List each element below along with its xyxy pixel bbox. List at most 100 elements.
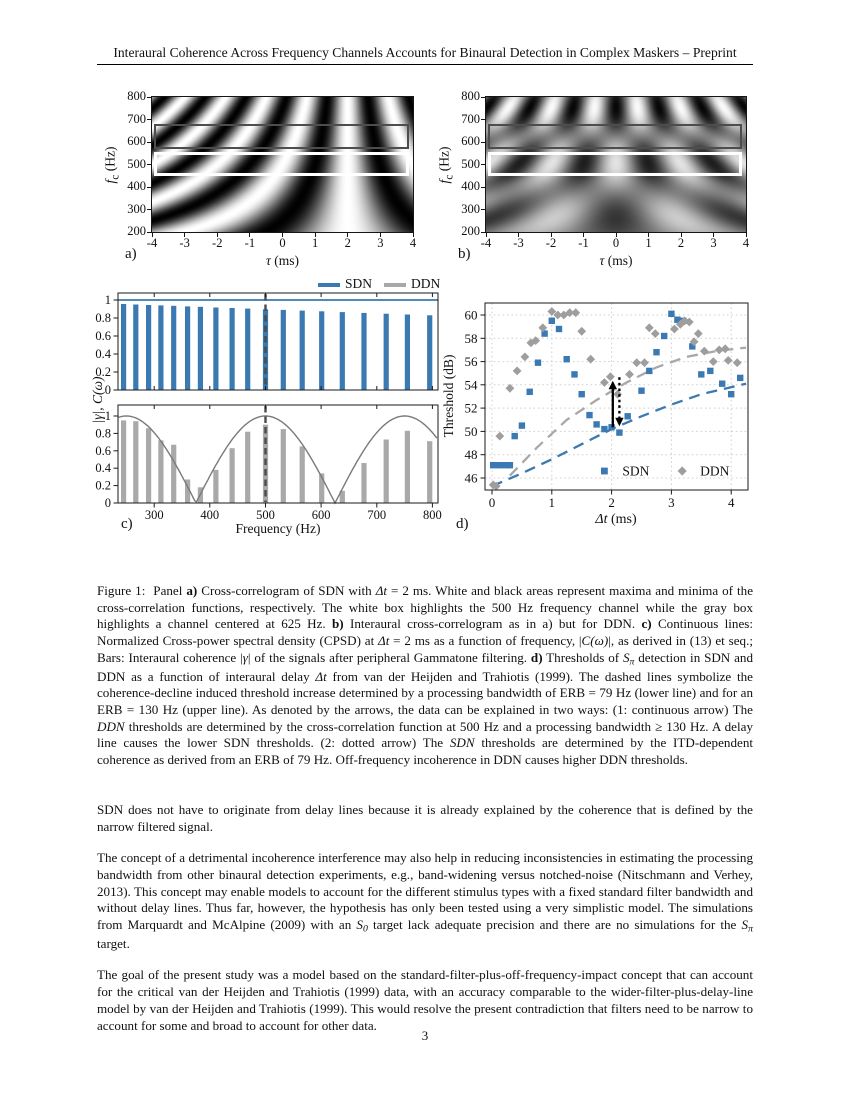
- y-tick-mark: [481, 96, 486, 98]
- figure-caption: Figure 1: Panel a) Cross-correlogram of …: [97, 583, 754, 768]
- svg-text:54: 54: [465, 377, 479, 392]
- solid-arrow-head: [608, 380, 617, 390]
- correlogram-axes-a: [151, 96, 414, 233]
- ddn-legend-label: DDN: [411, 276, 441, 291]
- x-tick-mark: [412, 232, 414, 237]
- svg-text:0.8: 0.8: [95, 426, 111, 440]
- x-tick-mark: [314, 232, 316, 237]
- y-tick-label: 300: [127, 201, 146, 216]
- figure-legend: SDN DDN: [318, 276, 440, 292]
- x-tick-label: 3: [377, 236, 384, 250]
- x-tick-label: -1: [578, 236, 589, 250]
- x-tick-mark: [379, 232, 381, 237]
- x-tick-label: 3: [710, 236, 717, 250]
- svg-text:400: 400: [200, 508, 219, 522]
- paragraph: The concept of a detrimental incoherence…: [97, 849, 753, 952]
- gray-highlight-box: [488, 124, 742, 149]
- gray-highlight-box: [154, 124, 409, 149]
- y-tick-mark: [147, 119, 152, 120]
- x-tick-label: -2: [545, 236, 557, 250]
- body-text: SDN does not have to originate from dela…: [97, 802, 753, 1049]
- sdn-legend-line: [318, 283, 340, 287]
- svg-text:0.4: 0.4: [95, 347, 111, 361]
- x-tick-label: 4: [742, 236, 750, 250]
- svg-text:0.2: 0.2: [95, 479, 111, 493]
- svg-text:0: 0: [489, 495, 496, 510]
- y-axis-label: fc (Hz): [102, 146, 122, 183]
- panel-c-x-ticks: 300 400 500 600 700 800: [145, 293, 442, 522]
- x-tick-label: -3: [179, 236, 190, 250]
- panel-c-y-axis-label: |γ|, C(ω): [90, 376, 105, 424]
- x-tick-label: 0: [279, 236, 286, 250]
- y-tick-label: 800: [127, 89, 146, 103]
- x-tick-label: 1: [645, 236, 652, 250]
- paper-title: Interaural Coherence Across Frequency Ch…: [113, 45, 737, 60]
- y-tick-mark: [481, 141, 486, 143]
- svg-text:600: 600: [312, 508, 331, 522]
- sdn-data-points: [490, 310, 744, 469]
- svg-text:800: 800: [423, 508, 442, 522]
- x-tick-label: -2: [212, 236, 223, 250]
- ddn-inplot-legend-marker: [677, 466, 687, 476]
- y-tick-label: 400: [127, 179, 146, 193]
- y-tick-label: 600: [127, 134, 146, 148]
- svg-text:0: 0: [105, 496, 111, 510]
- svg-text:3: 3: [668, 495, 675, 510]
- panel-c-y-ticks: 0 0 0.2 0.2 0.4 0.4 0.6 0.6 0.8 0.8 1 1: [95, 293, 118, 510]
- panel-letter-c: c): [121, 516, 133, 532]
- y-tick-mark: [147, 96, 152, 98]
- svg-text:58: 58: [465, 331, 478, 346]
- y-tick-label: 300: [461, 201, 480, 216]
- x-tick-label: 1: [312, 236, 319, 250]
- x-tick-label: -4: [146, 236, 158, 250]
- panel-c-coherence-chart: 300 400 500 600 700 800 0 0 0.2 0.2 0.4 0.4 0.6 0.6 0.…: [90, 292, 442, 536]
- svg-text:1: 1: [549, 495, 556, 510]
- page-number: 3: [421, 1028, 429, 1043]
- y-tick-label: 700: [127, 111, 146, 126]
- x-tick-label: -3: [513, 236, 524, 250]
- x-tick-mark: [745, 232, 747, 237]
- y-tick-label: 800: [461, 89, 480, 103]
- y-tick-mark: [481, 231, 486, 233]
- x-tick-mark: [347, 232, 349, 237]
- x-tick-mark: [550, 232, 552, 237]
- y-tick-mark: [147, 209, 152, 210]
- x-tick-label: 0: [612, 236, 620, 250]
- svg-text:1: 1: [105, 409, 111, 423]
- sdn-inplot-legend-marker: [601, 467, 608, 475]
- model-line-erb130: [509, 346, 747, 477]
- svg-text:300: 300: [145, 508, 164, 522]
- x-tick-label: -1: [244, 236, 256, 250]
- y-tick-mark: [481, 209, 486, 210]
- ddn-inplot-legend-label: DDN: [700, 464, 729, 479]
- x-tick-mark: [680, 232, 682, 237]
- white-highlight-box: [488, 152, 742, 176]
- x-tick-label: 2: [677, 236, 685, 250]
- panel-letter-d: d): [456, 516, 469, 532]
- svg-text:0.2: 0.2: [95, 365, 111, 379]
- svg-text:48: 48: [465, 447, 478, 462]
- x-tick-mark: [485, 232, 487, 237]
- x-axis-label: τ (ms): [266, 253, 299, 268]
- panel-d-y-axis-label: Threshold (dB): [441, 355, 456, 438]
- x-tick-mark: [615, 232, 617, 237]
- y-tick-mark: [481, 119, 486, 120]
- ddn-legend-line: [384, 283, 407, 287]
- x-tick-mark: [216, 232, 218, 237]
- x-tick-mark: [583, 232, 584, 237]
- y-tick-mark: [481, 164, 486, 165]
- x-tick-mark: [282, 232, 283, 237]
- svg-text:4: 4: [728, 495, 735, 510]
- ddn-data-points: [488, 307, 742, 491]
- sdn-legend-label: SDN: [345, 276, 373, 291]
- panel-d-x-axis-label: Δt (ms): [594, 512, 637, 527]
- y-tick-label: 200: [127, 224, 146, 238]
- x-tick-mark: [151, 232, 153, 237]
- x-tick-mark: [648, 232, 649, 237]
- x-tick-mark: [518, 232, 519, 237]
- correlogram-heatmap-a: [152, 97, 413, 232]
- panel-letter-a: a): [125, 246, 137, 262]
- sdn-inplot-legend-label: SDN: [622, 464, 649, 479]
- svg-text:1: 1: [105, 293, 111, 307]
- svg-text:0.8: 0.8: [95, 311, 111, 325]
